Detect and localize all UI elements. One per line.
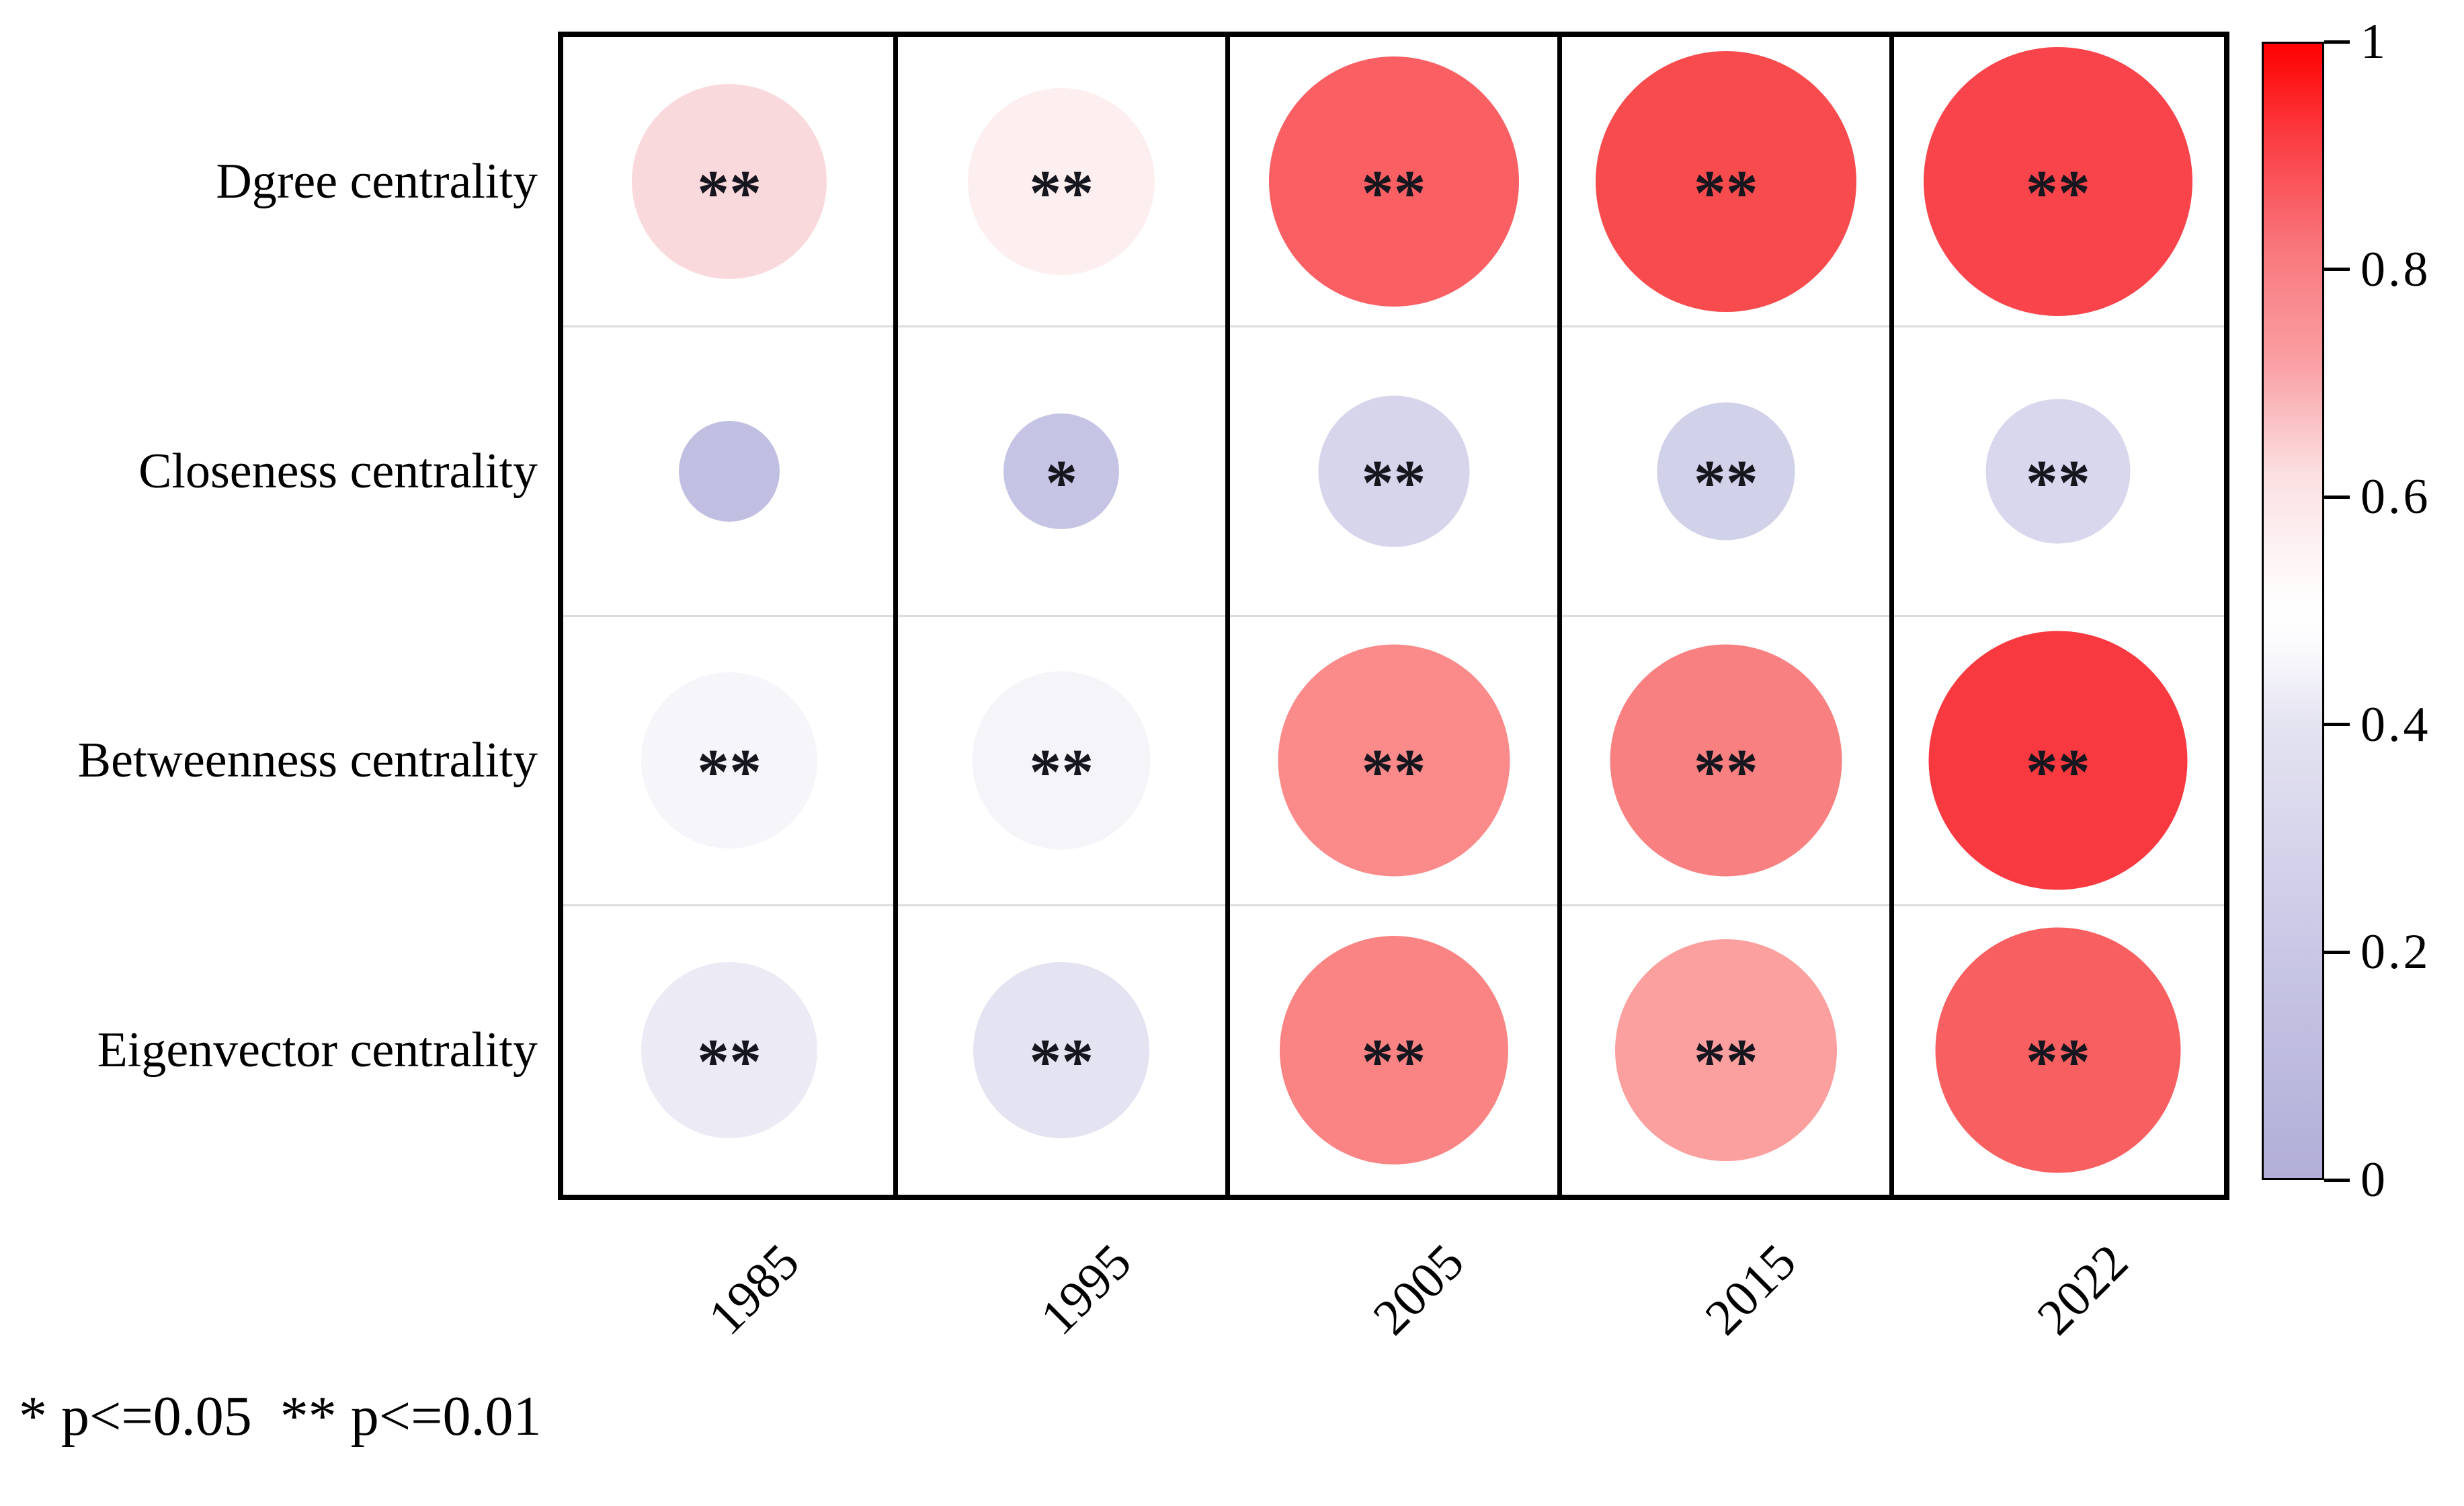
bubble-betweenness-2005 [1278, 644, 1510, 877]
colorbar-tick-mark [2324, 1178, 2350, 1182]
bubble-eigenvector-1985 [641, 961, 818, 1138]
significance-stars: ** [2025, 157, 2090, 229]
colorbar-tick-label-0.6: 0.6 [2360, 469, 2431, 525]
bubble-closeness-1995 [1003, 413, 1120, 529]
colorbar-tick-mark [2324, 40, 2350, 44]
row-separator [563, 325, 2224, 327]
bubble-betweenness-1995 [972, 671, 1151, 850]
column-separator [1557, 37, 1563, 1195]
bubble-betweenness-1985 [641, 672, 818, 849]
colorbar-tick-mark [2324, 950, 2350, 954]
bubble-betweenness-2015 [1610, 644, 1842, 877]
colorbar-tick-mark [2324, 495, 2350, 499]
bubble-closeness-1985 [679, 420, 780, 522]
significance-stars: ** [1029, 1025, 1094, 1098]
x-tick-label-1985: 1985 [698, 1233, 811, 1346]
colorbar-tick-label-0.4: 0.4 [2360, 697, 2431, 752]
colorbar-tick-label-0.2: 0.2 [2360, 924, 2431, 980]
significance-stars: * [1045, 446, 1078, 519]
row-label-dgree: Dgree centrality [216, 154, 538, 210]
bubble-dgree-1995 [968, 88, 1155, 276]
significance-footnote: * p<=0.05 ** p<=0.01 [19, 1385, 542, 1448]
row-separator [563, 904, 2224, 906]
significance-stars: ** [1361, 736, 1426, 808]
significance-stars: ** [2025, 1025, 2090, 1098]
bubble-dgree-2015 [1595, 51, 1856, 313]
row-label-closeness: Closeness centrality [138, 443, 538, 499]
significance-stars: ** [1693, 446, 1758, 519]
significance-stars: ** [2025, 736, 2090, 808]
bubble-closeness-2015 [1657, 402, 1795, 541]
significance-stars: ** [1029, 736, 1094, 808]
significance-stars: ** [1361, 157, 1426, 229]
significance-stars: ** [697, 1025, 762, 1098]
significance-stars: ** [1693, 1025, 1758, 1098]
bubble-betweenness-2022 [1928, 631, 2188, 890]
bubble-dgree-1985 [632, 84, 827, 280]
row-label-eigenvector: Eigenvector centrality [97, 1022, 538, 1078]
plot-area: ** ** ** ** ** * ** ** ** ** ** ** ** ** ** ** ** ** ** [558, 32, 2229, 1200]
bubble-eigenvector-2005 [1279, 935, 1508, 1164]
significance-stars: ** [2025, 446, 2090, 519]
bubble-eigenvector-2015 [1614, 939, 1837, 1161]
bubble-dgree-2005 [1268, 56, 1519, 307]
column-separator [1225, 37, 1230, 1195]
row-separator [563, 615, 2224, 617]
significance-stars: ** [1693, 736, 1758, 808]
x-tick-label-2015: 2015 [1694, 1233, 1807, 1346]
bubble-closeness-2022 [1985, 399, 2131, 544]
colorbar-tick-label-1: 1 [2360, 14, 2388, 69]
significance-stars: ** [1029, 157, 1094, 229]
colorbar-tick-mark [2324, 268, 2350, 272]
row-label-betweenness: Betweenness centrality [77, 733, 538, 789]
bubble-closeness-2005 [1318, 395, 1469, 547]
x-tick-label-2005: 2005 [1362, 1233, 1475, 1346]
colorbar-tick-mark [2324, 723, 2350, 727]
significance-stars: ** [1361, 446, 1426, 519]
significance-stars: ** [697, 736, 762, 808]
significance-stars: ** [697, 157, 762, 229]
column-separator [893, 37, 898, 1195]
colorbar-gradient [2262, 42, 2324, 1180]
column-separator [1889, 37, 1895, 1195]
significance-stars: ** [1361, 1025, 1426, 1098]
significance-stars: ** [1693, 157, 1758, 229]
x-tick-label-1995: 1995 [1030, 1233, 1143, 1346]
bubble-dgree-2022 [1923, 47, 2192, 317]
colorbar-tick-label-0.8: 0.8 [2360, 241, 2431, 297]
bubble-eigenvector-2022 [1935, 927, 2181, 1173]
colorbar-tick-label-0: 0 [2360, 1152, 2388, 1207]
x-tick-label-2022: 2022 [2026, 1233, 2139, 1346]
bubble-eigenvector-1995 [973, 961, 1150, 1138]
